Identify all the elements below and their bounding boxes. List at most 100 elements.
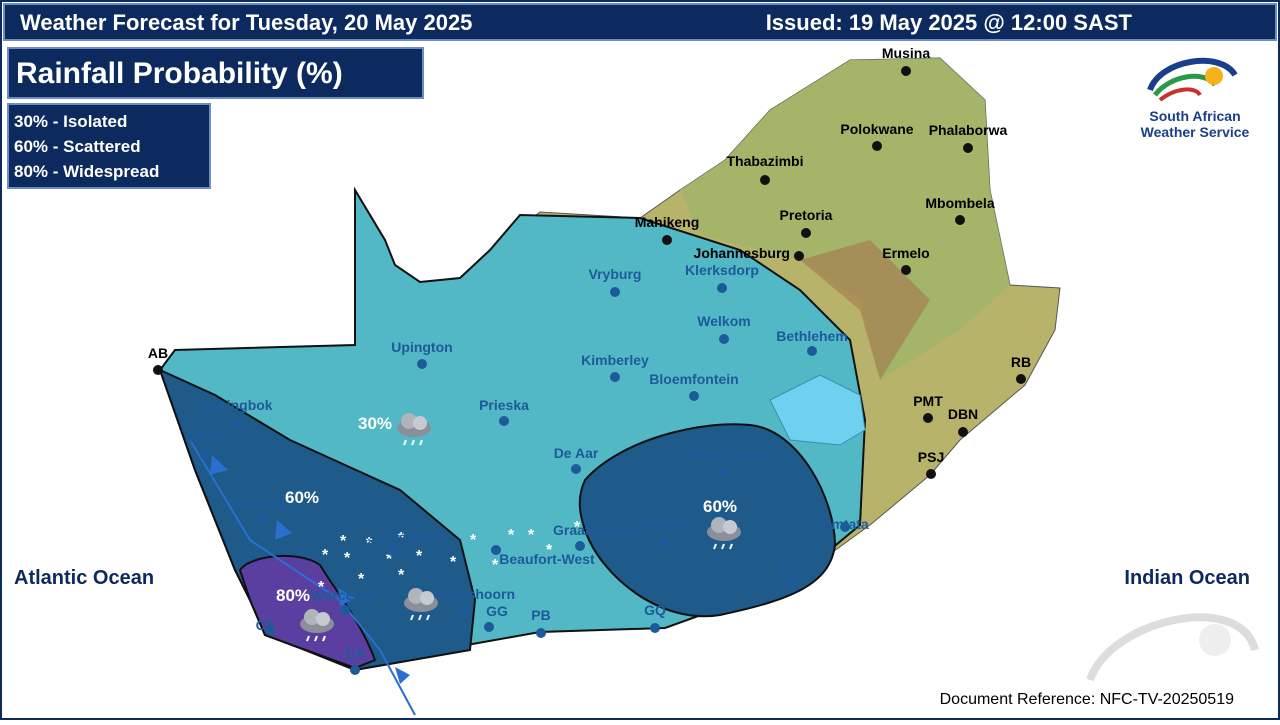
logo-line: South African — [1149, 108, 1240, 124]
subtitle-box — [7, 47, 424, 99]
snow: * — [416, 548, 423, 565]
lesotho — [769, 374, 866, 446]
snow: * — [386, 551, 393, 568]
cloud — [420, 591, 434, 605]
city-dot — [659, 538, 669, 548]
city-dot — [499, 416, 509, 426]
snow-symbols: * * ** * * ** ** * * ***** — [318, 519, 581, 596]
cloud — [413, 416, 427, 430]
legend-box — [7, 103, 211, 189]
city-dot — [872, 141, 882, 151]
snow: * — [340, 533, 347, 550]
city-label: Mbombela — [925, 195, 994, 211]
city-dot — [350, 665, 360, 675]
city-label: Kimberley — [581, 352, 649, 368]
snow: * — [450, 554, 457, 571]
snow: * — [398, 567, 405, 584]
city-dot — [662, 235, 672, 245]
zone-label: 30% — [358, 414, 392, 433]
city-label: CT — [256, 617, 275, 633]
city-dot — [807, 346, 817, 356]
snow: * — [470, 532, 477, 549]
city-label: Mahikeng — [635, 214, 700, 230]
city-dot — [484, 622, 494, 632]
city-label: AB — [148, 345, 168, 361]
front-markers — [210, 455, 410, 684]
city-label: EL — [781, 558, 799, 574]
city-dot — [720, 466, 730, 476]
escarpment — [800, 240, 930, 380]
city-dot — [1016, 374, 1026, 384]
city-label: Pretoria — [780, 207, 833, 223]
city-dot — [536, 628, 546, 638]
cloud-icon — [300, 609, 334, 642]
cloud — [401, 413, 417, 429]
city-label: PMT — [913, 393, 943, 409]
city-dot — [491, 545, 501, 555]
snow: * — [492, 557, 499, 574]
city-dot — [923, 413, 933, 423]
city-label: Umtata — [821, 516, 869, 532]
city-dot — [963, 143, 973, 153]
city-label: Ermelo — [882, 245, 929, 261]
city-dot — [257, 513, 267, 523]
city-dot — [265, 625, 275, 635]
city-dot — [610, 287, 620, 297]
snow: * — [508, 527, 515, 544]
city-label: GQ — [644, 602, 666, 618]
ocean-label: Indian Ocean — [1124, 567, 1250, 589]
city-label: Thabazimbi — [726, 153, 803, 169]
city-dot — [610, 372, 620, 382]
document-reference: Document Reference: NFC-TV-20250519 — [940, 691, 1234, 708]
city-dot — [958, 427, 968, 437]
snow: * — [318, 579, 325, 596]
city-label: Musina — [882, 45, 930, 61]
city-dot — [901, 265, 911, 275]
city-dot — [717, 283, 727, 293]
city-label: Worcester — [311, 587, 380, 603]
zone-60-east — [578, 423, 837, 618]
city-dot — [689, 391, 699, 401]
ocean-label: Atlantic Ocean — [14, 567, 154, 589]
city-label: Johannesburg — [694, 245, 790, 261]
zone-label: 60% — [285, 488, 319, 507]
subtitle: Rainfall Probability (%) — [16, 57, 343, 90]
city-label: Polokwane — [840, 121, 913, 137]
city-label: Prieska — [479, 397, 529, 413]
city-dot — [650, 623, 660, 633]
city-label: Aliwal North — [684, 446, 766, 462]
city-dot — [760, 175, 770, 185]
legend-item: 60% - Scattered — [14, 137, 141, 156]
snow: * — [322, 547, 329, 564]
city-dot — [200, 450, 210, 460]
legend-item: 80% - Widespread — [14, 162, 159, 181]
city-dot — [926, 469, 936, 479]
city-dot — [785, 578, 795, 588]
cloud-icons — [300, 413, 741, 642]
city-label: Klerksdorp — [685, 262, 759, 278]
city-label: Oudtshoorn — [435, 586, 515, 602]
snow: * — [358, 571, 365, 588]
city-dot — [233, 418, 243, 428]
city-label: Sutherland — [367, 529, 440, 545]
city-dot — [153, 365, 163, 375]
city-label: Upington — [391, 339, 452, 355]
legend-item: 30% - Isolated — [14, 112, 127, 131]
city-label: Beaufort-West — [499, 551, 595, 567]
logo-line: Weather Service — [1141, 124, 1250, 140]
city-label: CA — [345, 645, 365, 661]
zone-label: 80% — [276, 586, 310, 605]
city-label: Welkom — [697, 313, 750, 329]
logo-mark — [1086, 57, 1259, 682]
city-dot — [571, 464, 581, 474]
city-dot — [719, 334, 729, 344]
cloud — [316, 612, 330, 626]
issued: Issued: 19 May 2025 @ 12:00 SAST — [766, 10, 1133, 35]
cloud-icon — [707, 517, 741, 550]
city-label: Cradock — [636, 516, 692, 532]
city-label: PSJ — [918, 449, 944, 465]
city-label: Vryburg — [589, 266, 642, 282]
city-label: DBN — [948, 406, 978, 422]
city-dot — [840, 522, 850, 532]
city-label: RB — [1011, 354, 1031, 370]
